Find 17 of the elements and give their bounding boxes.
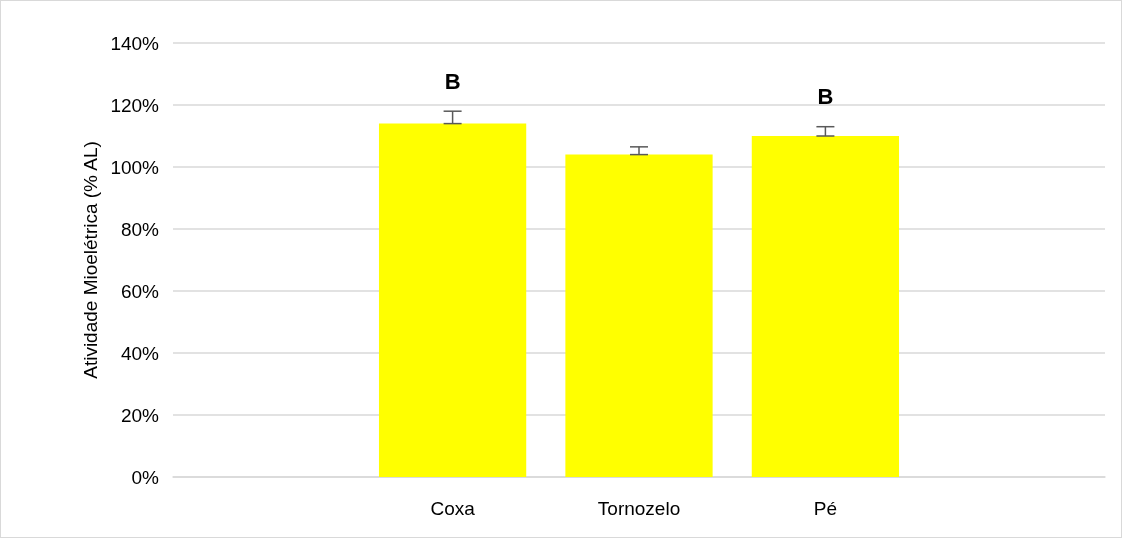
annotation: B [817,84,834,110]
bar [565,154,713,477]
y-tick-label: 100% [110,156,160,178]
y-axis-title: Atividade Mioelétrica (% AL) [79,141,101,379]
x-tick-label: Coxa [430,498,476,519]
y-tick-label: 20% [120,404,160,426]
bar [751,136,900,477]
x-tick-label: Pé [813,498,838,519]
bar [378,123,527,477]
y-tick-label: 0% [131,466,160,488]
x-tick-label: Tornozelo [597,498,681,519]
y-tick-label: 60% [120,280,160,302]
y-tick-label: 120% [110,94,160,116]
y-tick-label: 140% [110,32,160,54]
y-tick-label: 40% [120,342,160,364]
annotation: B [444,68,461,94]
y-tick-label: 80% [120,218,160,240]
